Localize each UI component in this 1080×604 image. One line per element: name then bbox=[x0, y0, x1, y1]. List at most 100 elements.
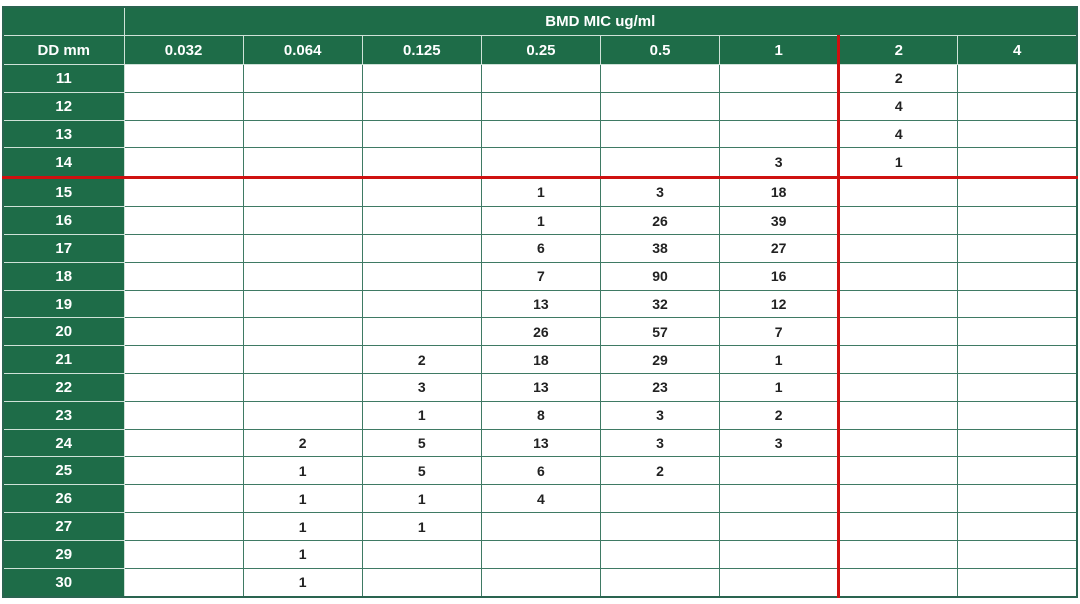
cell-dd14-mic4 bbox=[957, 147, 1078, 179]
cell-dd16-mic0.5: 26 bbox=[599, 206, 721, 235]
cell-dd22-mic0.25: 13 bbox=[480, 373, 602, 402]
cell-dd17-mic0.125 bbox=[361, 233, 482, 263]
col-header-0.25: 0.25 bbox=[480, 35, 602, 65]
cell-dd20-mic0.125 bbox=[361, 317, 482, 347]
mic-dd-table: BMD MIC ug/ml DD mm 0.032 0.064 0.125 0.25 0… bbox=[2, 6, 1078, 598]
cell-dd18-mic0.064 bbox=[242, 261, 363, 291]
cell-dd16-mic2 bbox=[837, 206, 959, 235]
cell-dd27-mic0.125: 1 bbox=[361, 512, 482, 541]
table-row-dd-17: 17 6 38 27 bbox=[2, 233, 1078, 263]
cell-dd16-mic0.125 bbox=[361, 206, 482, 235]
table-row-dd-21: 21 2 18 29 1 bbox=[2, 345, 1078, 375]
cell-dd25-mic0.5: 2 bbox=[599, 456, 721, 486]
table-row-dd-26: 26 1 1 4 bbox=[2, 484, 1078, 514]
cell-dd16-mic0.25: 1 bbox=[480, 206, 602, 235]
cell-dd18-mic0.25: 7 bbox=[480, 261, 602, 291]
cell-dd17-mic0.032 bbox=[123, 233, 244, 263]
cell-dd19-mic1: 12 bbox=[719, 289, 840, 319]
cell-dd22-mic0.125: 3 bbox=[361, 373, 482, 402]
cell-dd24-mic4 bbox=[957, 428, 1078, 458]
cell-dd11-mic2: 2 bbox=[837, 64, 959, 93]
cell-dd12-mic0.25 bbox=[480, 91, 602, 121]
cell-dd17-mic0.25: 6 bbox=[480, 233, 602, 263]
cell-dd20-mic0.25: 26 bbox=[480, 317, 602, 347]
cell-dd11-mic4 bbox=[957, 64, 1078, 93]
cell-dd11-mic0.25 bbox=[480, 64, 602, 93]
cell-dd29-mic4 bbox=[957, 539, 1078, 569]
cell-dd19-mic0.064 bbox=[242, 289, 363, 319]
corner-cell bbox=[2, 6, 125, 36]
cell-dd22-mic0.064 bbox=[242, 373, 363, 402]
table-row-dd-11: 11 2 bbox=[2, 64, 1078, 93]
col-header-0.032: 0.032 bbox=[123, 35, 244, 65]
cell-dd23-mic0.032 bbox=[123, 400, 244, 430]
title-row: BMD MIC ug/ml bbox=[2, 6, 1078, 36]
cell-dd13-mic0.25 bbox=[480, 119, 602, 149]
cell-dd12-mic0.5 bbox=[599, 91, 721, 121]
cell-dd17-mic4 bbox=[957, 233, 1078, 263]
table-row-dd-25: 25 1 5 6 2 bbox=[2, 456, 1078, 486]
cell-dd29-mic0.064: 1 bbox=[242, 539, 363, 569]
table-row-dd-29: 29 1 bbox=[2, 539, 1078, 569]
cell-dd23-mic2 bbox=[837, 400, 959, 430]
cell-dd29-mic0.125 bbox=[361, 539, 482, 569]
cell-dd15-mic2 bbox=[837, 176, 959, 208]
cell-dd25-mic0.125: 5 bbox=[361, 456, 482, 486]
cell-dd17-mic2 bbox=[837, 233, 959, 263]
cell-dd16-mic0.032 bbox=[123, 206, 244, 235]
row-header-27: 27 bbox=[2, 512, 125, 541]
table-row-dd-12: 12 4 bbox=[2, 91, 1078, 121]
row-header-18: 18 bbox=[2, 261, 125, 291]
row-header-25: 25 bbox=[2, 456, 125, 486]
cell-dd24-mic1: 3 bbox=[719, 428, 840, 458]
col-header-4: 4 bbox=[957, 35, 1078, 65]
row-header-30: 30 bbox=[2, 567, 125, 598]
cell-dd18-mic4 bbox=[957, 261, 1078, 291]
cell-dd15-mic0.064 bbox=[242, 176, 363, 208]
cell-dd15-mic0.125 bbox=[361, 176, 482, 208]
row-header-12: 12 bbox=[2, 91, 125, 121]
cell-dd15-mic1: 18 bbox=[719, 176, 840, 208]
row-header-29: 29 bbox=[2, 539, 125, 569]
cell-dd29-mic2 bbox=[837, 539, 959, 569]
cell-dd12-mic4 bbox=[957, 91, 1078, 121]
cell-dd23-mic4 bbox=[957, 400, 1078, 430]
cell-dd13-mic2: 4 bbox=[837, 119, 959, 149]
cell-dd19-mic0.032 bbox=[123, 289, 244, 319]
cell-dd26-mic0.125: 1 bbox=[361, 484, 482, 514]
cell-dd11-mic0.064 bbox=[242, 64, 363, 93]
cell-dd24-mic0.032 bbox=[123, 428, 244, 458]
cell-dd25-mic4 bbox=[957, 456, 1078, 486]
cell-dd27-mic2 bbox=[837, 512, 959, 541]
cell-dd21-mic0.125: 2 bbox=[361, 345, 482, 375]
cell-dd16-mic4 bbox=[957, 206, 1078, 235]
table-row-dd-27: 27 1 1 bbox=[2, 512, 1078, 541]
table-row-dd-18: 18 7 90 16 bbox=[2, 261, 1078, 291]
row-header-16: 16 bbox=[2, 206, 125, 235]
col-header-0.5: 0.5 bbox=[599, 35, 721, 65]
cell-dd18-mic2 bbox=[837, 261, 959, 291]
cell-dd22-mic0.032 bbox=[123, 373, 244, 402]
table-row-dd-13: 13 4 bbox=[2, 119, 1078, 149]
cell-dd17-mic0.064 bbox=[242, 233, 363, 263]
col-header-1: 1 bbox=[719, 35, 840, 65]
table-row-dd-30: 30 1 bbox=[2, 567, 1078, 598]
cell-dd30-mic1 bbox=[719, 567, 840, 598]
cell-dd19-mic2 bbox=[837, 289, 959, 319]
row-header-21: 21 bbox=[2, 345, 125, 375]
cell-dd11-mic0.5 bbox=[599, 64, 721, 93]
cell-dd26-mic1 bbox=[719, 484, 840, 514]
cell-dd23-mic0.064 bbox=[242, 400, 363, 430]
cell-dd14-mic1: 3 bbox=[719, 147, 840, 179]
cell-dd22-mic0.5: 23 bbox=[599, 373, 721, 402]
cell-dd21-mic2 bbox=[837, 345, 959, 375]
cell-dd30-mic0.064: 1 bbox=[242, 567, 363, 598]
table-row-dd-19: 19 13 32 12 bbox=[2, 289, 1078, 319]
cell-dd25-mic1 bbox=[719, 456, 840, 486]
cell-dd20-mic0.032 bbox=[123, 317, 244, 347]
table-title: BMD MIC ug/ml bbox=[123, 6, 1078, 36]
cell-dd15-mic0.5: 3 bbox=[599, 176, 721, 208]
cell-dd26-mic4 bbox=[957, 484, 1078, 514]
cell-dd20-mic0.5: 57 bbox=[599, 317, 721, 347]
cell-dd29-mic0.25 bbox=[480, 539, 602, 569]
